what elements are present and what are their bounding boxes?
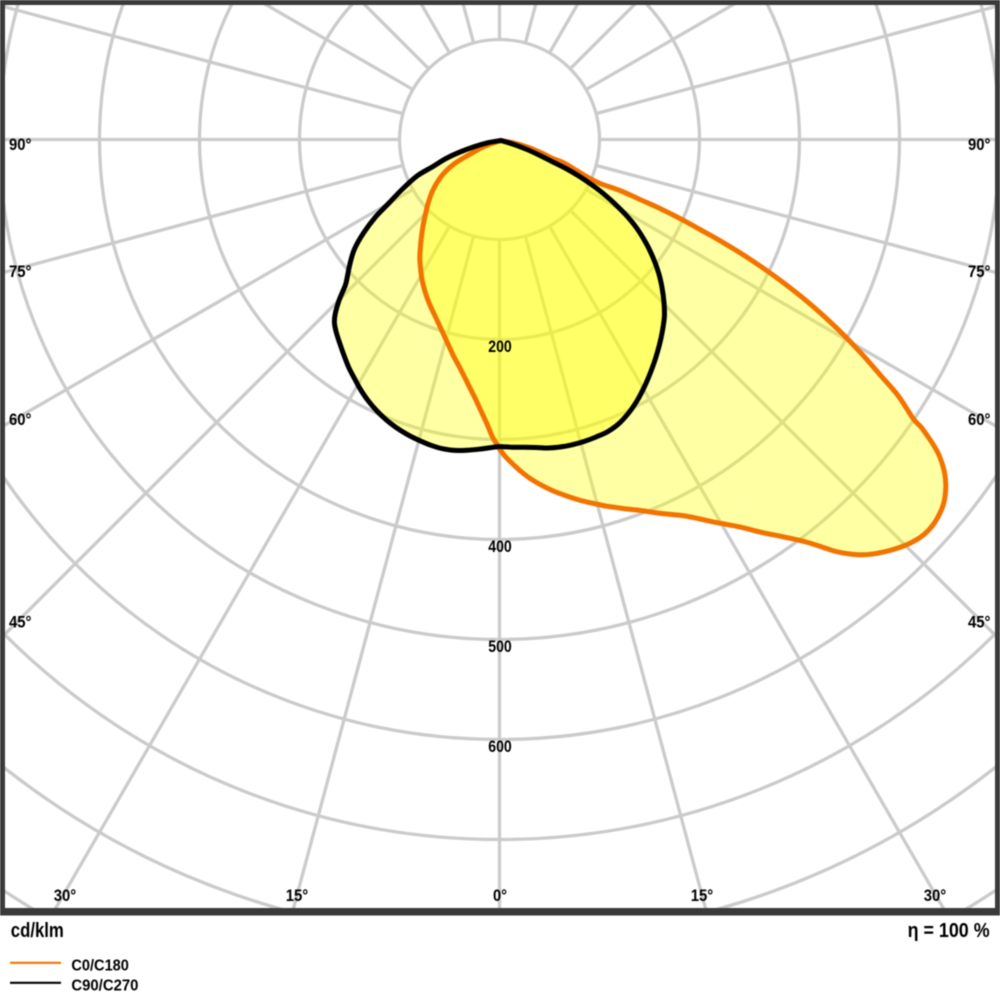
svg-text:cd/klm: cd/klm bbox=[11, 920, 64, 942]
svg-text:400: 400 bbox=[488, 537, 512, 556]
svg-text:η = 100 %: η = 100 % bbox=[908, 920, 990, 942]
svg-text:C0/C180: C0/C180 bbox=[71, 957, 128, 974]
svg-text:75°: 75° bbox=[9, 262, 32, 281]
svg-text:500: 500 bbox=[488, 637, 512, 656]
svg-text:60°: 60° bbox=[968, 410, 991, 429]
svg-text:60°: 60° bbox=[9, 410, 32, 429]
svg-text:C90/C270: C90/C270 bbox=[71, 977, 138, 994]
svg-text:75°: 75° bbox=[968, 262, 991, 281]
svg-text:15°: 15° bbox=[286, 886, 309, 905]
svg-text:90°: 90° bbox=[9, 135, 32, 154]
svg-text:30°: 30° bbox=[924, 886, 947, 905]
svg-text:600: 600 bbox=[488, 737, 512, 756]
svg-text:45°: 45° bbox=[9, 613, 32, 632]
svg-text:45°: 45° bbox=[968, 613, 991, 632]
svg-text:200: 200 bbox=[488, 337, 512, 356]
svg-text:15°: 15° bbox=[691, 886, 714, 905]
svg-text:30°: 30° bbox=[54, 886, 77, 905]
svg-text:0°: 0° bbox=[493, 886, 507, 905]
svg-text:90°: 90° bbox=[968, 135, 991, 154]
